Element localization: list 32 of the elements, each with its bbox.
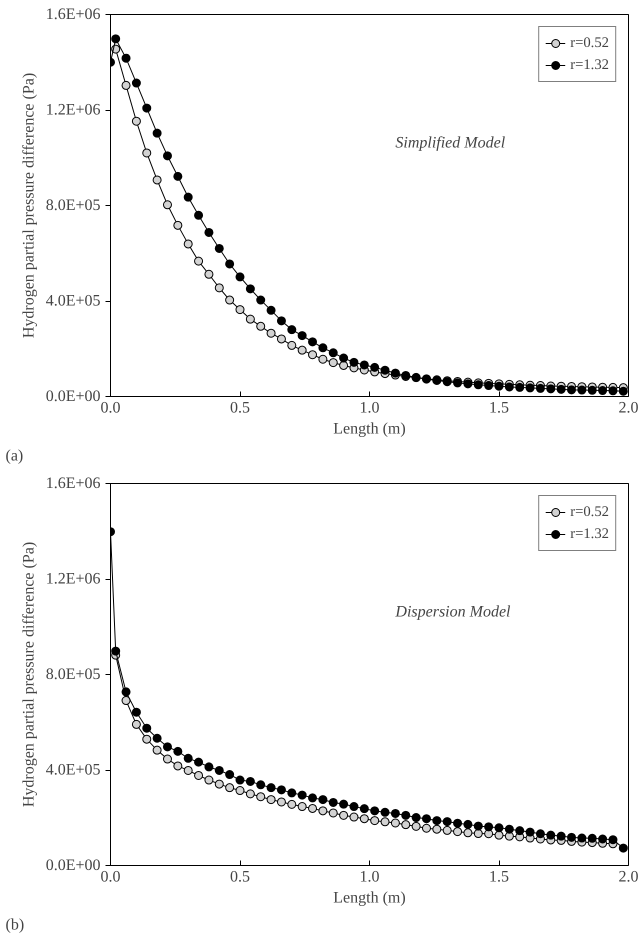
x-tick-label: 1.5 xyxy=(489,400,509,416)
y-tick-label: 1.2E+06 xyxy=(46,570,100,588)
x-tick-label: 2.0 xyxy=(618,400,638,416)
x-tick-label: 1.0 xyxy=(360,868,380,886)
x-tick-label: 1.0 xyxy=(360,400,380,416)
y-tick-label: 1.6E+06 xyxy=(46,6,100,23)
y-tick-label: 0.0E+00 xyxy=(46,388,100,405)
annotation: Dispersion Model xyxy=(394,604,512,621)
y-tick-label: 8.0E+05 xyxy=(46,666,100,683)
x-tick-label: 0.0 xyxy=(100,868,120,886)
legend-label: r=1.32 xyxy=(570,56,609,74)
y-tick-label: 1.6E+06 xyxy=(46,475,100,492)
text: (a) xyxy=(6,448,24,464)
legend-label: r=1.32 xyxy=(570,526,609,542)
x-tick-label: 0.0 xyxy=(100,400,120,416)
y-axis-title: Hydrogen partial pressure difference (Pa) xyxy=(20,542,38,808)
annotation: Simplified Model xyxy=(395,134,506,152)
x-tick-label: 0.5 xyxy=(230,868,250,886)
x-axis-title: Length (m) xyxy=(333,890,406,906)
y-tick-label: 4.0E+05 xyxy=(46,762,100,778)
x-tick-label: 1.5 xyxy=(489,868,509,886)
y-tick-label: 1.2E+06 xyxy=(46,102,100,118)
text: (b) xyxy=(6,916,24,934)
legend-label: r=0.52 xyxy=(570,504,609,520)
y-tick-label: 0.0E+00 xyxy=(46,857,100,874)
x-axis-title: Length (m) xyxy=(333,420,406,438)
x-tick-label: 2.0 xyxy=(618,868,638,886)
x-tick-label: 0.5 xyxy=(230,400,250,416)
legend-label: r=0.52 xyxy=(570,34,609,52)
y-tick-label: 8.0E+05 xyxy=(46,197,100,214)
y-axis-title: Hydrogen partial pressure difference (Pa) xyxy=(20,72,38,338)
y-tick-label: 4.0E+05 xyxy=(46,292,100,310)
